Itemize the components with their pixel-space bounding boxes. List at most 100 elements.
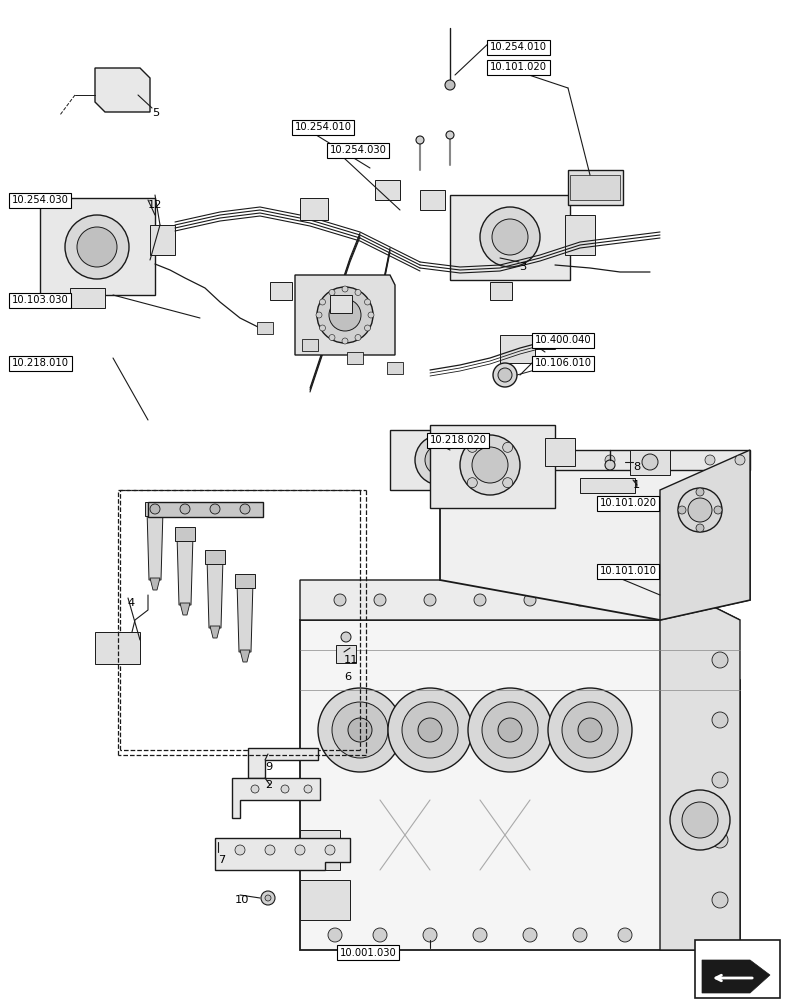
Bar — [564, 215, 594, 255]
Circle shape — [251, 785, 259, 793]
Polygon shape — [150, 578, 160, 590]
Polygon shape — [95, 68, 150, 112]
Bar — [500, 335, 534, 363]
Circle shape — [374, 594, 385, 606]
Bar — [175, 527, 195, 541]
Polygon shape — [659, 450, 749, 620]
Circle shape — [315, 312, 322, 318]
Polygon shape — [177, 535, 193, 605]
Polygon shape — [389, 430, 489, 490]
Text: 10.103.030: 10.103.030 — [12, 295, 69, 305]
Bar — [270, 282, 292, 300]
Circle shape — [502, 478, 512, 488]
Circle shape — [471, 447, 508, 483]
Circle shape — [415, 136, 423, 144]
Circle shape — [711, 712, 727, 728]
Circle shape — [677, 506, 685, 514]
Circle shape — [711, 772, 727, 788]
Circle shape — [497, 368, 512, 382]
Bar — [70, 288, 105, 308]
Polygon shape — [294, 275, 394, 355]
Circle shape — [454, 455, 465, 465]
Circle shape — [364, 299, 370, 305]
Circle shape — [328, 299, 361, 331]
Circle shape — [561, 702, 617, 758]
Polygon shape — [430, 425, 554, 508]
Circle shape — [704, 455, 714, 465]
Circle shape — [547, 688, 631, 772]
Bar — [234, 574, 255, 588]
Circle shape — [260, 891, 275, 905]
Text: 10.106.010: 10.106.010 — [534, 358, 591, 368]
Circle shape — [604, 455, 614, 465]
Text: 10.101.010: 10.101.010 — [599, 566, 656, 576]
Circle shape — [573, 928, 586, 942]
Polygon shape — [207, 558, 223, 628]
Circle shape — [642, 454, 657, 470]
Text: 12: 12 — [148, 200, 162, 210]
Bar — [694, 940, 779, 998]
Polygon shape — [232, 778, 320, 818]
Text: 10.254.030: 10.254.030 — [12, 195, 69, 205]
Circle shape — [234, 845, 245, 855]
Circle shape — [648, 594, 660, 606]
Circle shape — [613, 594, 625, 606]
Circle shape — [460, 435, 519, 495]
Text: 10.001.030: 10.001.030 — [340, 948, 397, 958]
Polygon shape — [702, 960, 769, 993]
Circle shape — [316, 287, 372, 343]
Circle shape — [681, 802, 717, 838]
Circle shape — [367, 312, 374, 318]
Circle shape — [482, 702, 538, 758]
Circle shape — [328, 289, 335, 295]
Bar — [568, 170, 622, 205]
Text: 2: 2 — [264, 780, 272, 790]
Circle shape — [713, 506, 721, 514]
Circle shape — [577, 718, 601, 742]
Bar — [346, 352, 363, 364]
Polygon shape — [299, 830, 340, 870]
Circle shape — [573, 594, 586, 606]
Circle shape — [654, 455, 664, 465]
Circle shape — [341, 632, 350, 642]
Circle shape — [474, 594, 486, 606]
Bar — [419, 190, 444, 210]
Text: 1: 1 — [633, 480, 639, 490]
Circle shape — [328, 928, 341, 942]
Circle shape — [348, 718, 371, 742]
Circle shape — [504, 455, 514, 465]
Polygon shape — [237, 582, 253, 652]
Bar — [387, 362, 402, 374]
Bar — [204, 550, 225, 564]
Polygon shape — [440, 470, 749, 620]
Bar — [629, 450, 669, 475]
Circle shape — [491, 219, 527, 255]
Circle shape — [669, 790, 729, 850]
Circle shape — [354, 289, 361, 295]
Polygon shape — [440, 450, 749, 470]
Polygon shape — [247, 748, 318, 778]
Text: 4: 4 — [128, 598, 135, 608]
Polygon shape — [40, 198, 155, 295]
Text: 10.254.030: 10.254.030 — [329, 145, 386, 155]
Circle shape — [210, 504, 220, 514]
Polygon shape — [659, 580, 739, 950]
Circle shape — [554, 455, 564, 465]
Bar — [329, 295, 351, 313]
Circle shape — [240, 504, 250, 514]
Text: 10.400.040: 10.400.040 — [534, 335, 591, 345]
Circle shape — [677, 488, 721, 532]
Bar — [569, 175, 620, 200]
Text: 10.254.010: 10.254.010 — [294, 122, 351, 132]
Circle shape — [418, 718, 441, 742]
Text: 5: 5 — [152, 108, 159, 118]
Circle shape — [423, 928, 436, 942]
Bar — [150, 225, 175, 255]
Circle shape — [473, 928, 487, 942]
Circle shape — [711, 892, 727, 908]
Circle shape — [424, 445, 454, 475]
Circle shape — [492, 363, 517, 387]
Bar — [257, 322, 272, 334]
Text: 7: 7 — [217, 855, 225, 865]
Circle shape — [281, 785, 289, 793]
